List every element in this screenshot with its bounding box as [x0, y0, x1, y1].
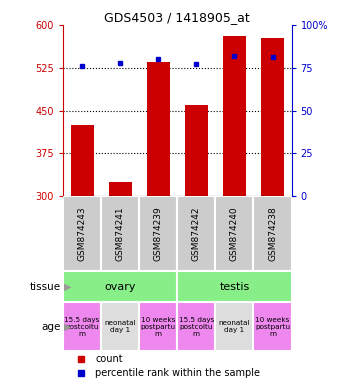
- Bar: [139, 302, 177, 351]
- Title: GDS4503 / 1418905_at: GDS4503 / 1418905_at: [104, 11, 250, 24]
- Bar: [216, 196, 253, 271]
- Bar: [223, 36, 246, 196]
- Bar: [216, 302, 253, 351]
- Bar: [63, 302, 101, 351]
- Bar: [177, 302, 216, 351]
- Text: age: age: [41, 322, 61, 332]
- Bar: [261, 38, 284, 196]
- Text: ▶: ▶: [64, 322, 72, 332]
- Text: 15.5 days
postcoitu
m: 15.5 days postcoitu m: [64, 317, 100, 337]
- Text: testis: testis: [219, 282, 250, 292]
- Text: GSM874238: GSM874238: [268, 206, 277, 261]
- Text: 15.5 days
postcoitu
m: 15.5 days postcoitu m: [179, 317, 214, 337]
- Text: GSM874243: GSM874243: [78, 206, 87, 261]
- Bar: [71, 125, 93, 196]
- Text: neonatal
day 1: neonatal day 1: [219, 320, 250, 333]
- Text: 10 weeks
postpartu
m: 10 weeks postpartu m: [255, 317, 290, 337]
- Text: ovary: ovary: [104, 282, 136, 292]
- Bar: [109, 182, 132, 196]
- Bar: [63, 196, 101, 271]
- Bar: [253, 302, 292, 351]
- Bar: [177, 196, 216, 271]
- Text: GSM874241: GSM874241: [116, 206, 125, 261]
- Text: percentile rank within the sample: percentile rank within the sample: [95, 368, 260, 378]
- Bar: [101, 302, 139, 351]
- Text: neonatal
day 1: neonatal day 1: [104, 320, 136, 333]
- Bar: [101, 196, 139, 271]
- Text: GSM874239: GSM874239: [154, 206, 163, 261]
- Bar: [253, 196, 292, 271]
- Bar: [177, 271, 292, 302]
- Text: tissue: tissue: [30, 282, 61, 292]
- Text: GSM874242: GSM874242: [192, 207, 201, 261]
- Bar: [139, 196, 177, 271]
- Text: 10 weeks
postpartu
m: 10 weeks postpartu m: [141, 317, 176, 337]
- Bar: [185, 105, 208, 196]
- Bar: [63, 271, 177, 302]
- Text: count: count: [95, 354, 123, 364]
- Bar: [147, 62, 170, 196]
- Text: GSM874240: GSM874240: [230, 206, 239, 261]
- Text: ▶: ▶: [64, 282, 72, 292]
